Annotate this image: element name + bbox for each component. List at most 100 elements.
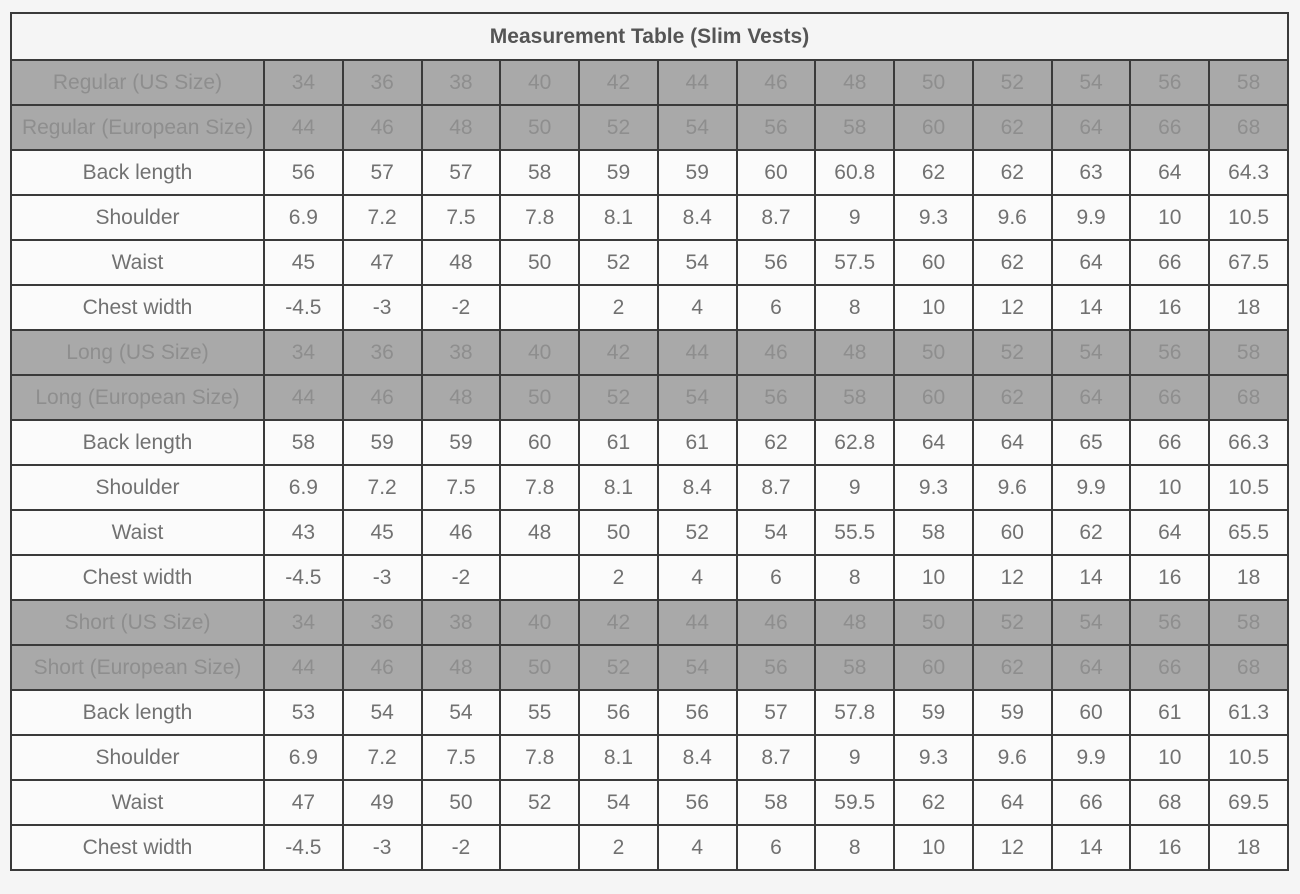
value-cell: 56	[656, 689, 738, 736]
value-cell: 6	[735, 284, 817, 331]
value-cell: 42	[578, 59, 659, 106]
value-cell	[499, 284, 581, 331]
value-cell: 62	[893, 149, 974, 196]
value-cell: 64	[1050, 644, 1132, 691]
value-cell: 9.3	[893, 734, 974, 781]
value-cell: 49	[341, 779, 423, 826]
row-label: Shoulder	[10, 734, 265, 781]
value-cell: 2	[578, 554, 659, 601]
row-label: Regular (US Size)	[10, 59, 265, 106]
value-cell: 2	[578, 284, 659, 331]
value-cell: 57	[420, 149, 502, 196]
value-cell: 50	[499, 104, 581, 151]
value-cell: 58	[814, 644, 896, 691]
value-cell: 48	[814, 329, 896, 376]
value-cell: 60	[735, 149, 817, 196]
value-cell: 48	[420, 374, 502, 421]
value-cell: 68	[1208, 374, 1289, 421]
value-cell: 10	[893, 824, 974, 871]
value-cell: 18	[1208, 824, 1289, 871]
measurement-row: Back length 53 54 54 55 56 56 57 57.8 59 59 60 61 61.…	[10, 689, 1289, 736]
value-cell: 42	[578, 599, 659, 646]
value-cell: 58	[263, 419, 344, 466]
value-cell: 61.3	[1208, 689, 1289, 736]
row-label: Regular (European Size)	[10, 104, 265, 151]
value-cell: 36	[341, 59, 423, 106]
value-cell: 52	[971, 329, 1053, 376]
value-cell: 56	[1129, 329, 1211, 376]
value-cell: 16	[1129, 824, 1211, 871]
value-cell: 56	[263, 149, 344, 196]
value-cell: 16	[1129, 554, 1211, 601]
value-cell: 7.5	[420, 464, 502, 511]
value-cell: 66	[1129, 239, 1211, 286]
measurement-row: Back length 58 59 59 60 61 61 62 62.8 64 64 65 66 66.…	[10, 419, 1289, 466]
value-cell: -4.5	[263, 824, 344, 871]
value-cell: 12	[971, 554, 1053, 601]
value-cell: 60.8	[814, 149, 896, 196]
value-cell: 9	[814, 734, 896, 781]
value-cell: 61	[578, 419, 659, 466]
value-cell: 48	[420, 644, 502, 691]
value-cell: 46	[735, 59, 817, 106]
value-cell	[499, 824, 581, 871]
value-cell: 8.1	[578, 734, 659, 781]
value-cell: 8.1	[578, 464, 659, 511]
value-cell: 54	[656, 374, 738, 421]
value-cell: 52	[578, 239, 659, 286]
value-cell: 62	[893, 779, 974, 826]
value-cell: 47	[341, 239, 423, 286]
value-cell: 62	[971, 374, 1053, 421]
value-cell: 6.9	[263, 734, 344, 781]
value-cell: 58	[1208, 59, 1289, 106]
value-cell: 56	[1129, 599, 1211, 646]
value-cell: 9.6	[971, 194, 1053, 241]
size-header-row: Long (European Size) 44 46 48 50 52 54 56 58 60 62…	[10, 374, 1289, 421]
value-cell: 65	[1050, 419, 1132, 466]
value-cell: 9.9	[1050, 734, 1132, 781]
row-label: Short (US Size)	[10, 599, 265, 646]
value-cell: 9.6	[971, 734, 1053, 781]
value-cell: 64	[1050, 104, 1132, 151]
value-cell: 61	[1129, 689, 1211, 736]
row-label: Shoulder	[10, 464, 265, 511]
value-cell: 44	[656, 599, 738, 646]
value-cell: 44	[263, 374, 344, 421]
value-cell: 6	[735, 554, 817, 601]
value-cell: 63	[1050, 149, 1132, 196]
value-cell: 58	[893, 509, 974, 556]
value-cell: 8.7	[735, 734, 817, 781]
value-cell: 59	[578, 149, 659, 196]
value-cell: 54	[1050, 329, 1132, 376]
value-cell: 48	[420, 104, 502, 151]
value-cell: 67.5	[1208, 239, 1289, 286]
value-cell: 45	[341, 509, 423, 556]
value-cell: 7.5	[420, 734, 502, 781]
value-cell: 50	[499, 374, 581, 421]
value-cell: 59.5	[814, 779, 896, 826]
value-cell: 44	[263, 104, 344, 151]
value-cell: 18	[1208, 284, 1289, 331]
row-label: Short (European Size)	[10, 644, 265, 691]
value-cell: 60	[893, 644, 974, 691]
value-cell: 59	[341, 419, 423, 466]
row-label: Waist	[10, 779, 265, 826]
value-cell: 6.9	[263, 464, 344, 511]
value-cell: 68	[1208, 104, 1289, 151]
value-cell: 9.9	[1050, 194, 1132, 241]
value-cell: 34	[263, 329, 344, 376]
value-cell: 9.3	[893, 464, 974, 511]
value-cell: 58	[814, 104, 896, 151]
value-cell: 60	[893, 239, 974, 286]
value-cell: 54	[341, 689, 423, 736]
value-cell: 50	[578, 509, 659, 556]
value-cell: 57.8	[814, 689, 896, 736]
measurement-row: Chest width -4.5 -3 -2 2 4 6 8 10 12 14 16 18	[10, 284, 1289, 331]
value-cell: -2	[420, 824, 502, 871]
value-cell: 16	[1129, 284, 1211, 331]
value-cell: 54	[1050, 59, 1132, 106]
value-cell: 44	[656, 329, 738, 376]
value-cell: 7.5	[420, 194, 502, 241]
value-cell: 4	[656, 554, 738, 601]
